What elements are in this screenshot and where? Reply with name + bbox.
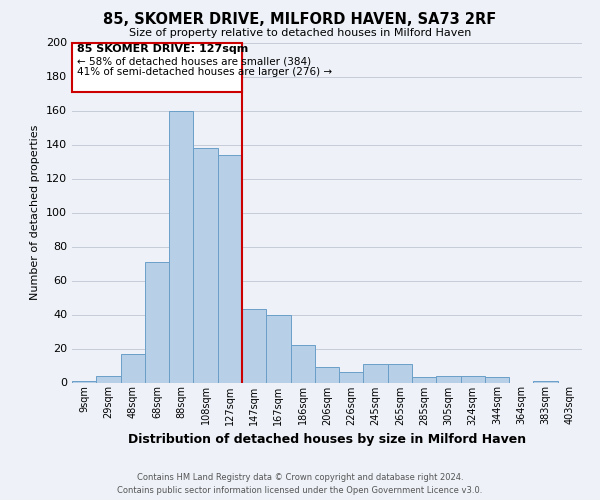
Bar xyxy=(72,381,96,382)
Bar xyxy=(121,354,145,382)
Bar xyxy=(364,364,388,382)
Bar xyxy=(436,376,461,382)
Bar xyxy=(96,376,121,382)
Text: ← 58% of detached houses are smaller (384): ← 58% of detached houses are smaller (38… xyxy=(77,56,311,66)
Y-axis label: Number of detached properties: Number of detached properties xyxy=(31,125,40,300)
Bar xyxy=(218,154,242,382)
Bar xyxy=(193,148,218,382)
Text: Contains HM Land Registry data © Crown copyright and database right 2024.
Contai: Contains HM Land Registry data © Crown c… xyxy=(118,473,482,495)
Bar xyxy=(412,378,436,382)
Bar xyxy=(388,364,412,382)
Bar xyxy=(533,381,558,382)
Bar xyxy=(461,376,485,382)
FancyBboxPatch shape xyxy=(73,42,242,92)
Bar xyxy=(266,314,290,382)
Text: 85, SKOMER DRIVE, MILFORD HAVEN, SA73 2RF: 85, SKOMER DRIVE, MILFORD HAVEN, SA73 2R… xyxy=(103,12,497,28)
Bar xyxy=(242,310,266,382)
X-axis label: Distribution of detached houses by size in Milford Haven: Distribution of detached houses by size … xyxy=(128,433,526,446)
Text: 85 SKOMER DRIVE: 127sqm: 85 SKOMER DRIVE: 127sqm xyxy=(77,44,248,54)
Bar xyxy=(315,367,339,382)
Text: Size of property relative to detached houses in Milford Haven: Size of property relative to detached ho… xyxy=(129,28,471,38)
Bar xyxy=(339,372,364,382)
Bar xyxy=(290,345,315,383)
Text: 41% of semi-detached houses are larger (276) →: 41% of semi-detached houses are larger (… xyxy=(77,67,332,77)
Bar xyxy=(169,110,193,382)
Bar xyxy=(485,378,509,382)
Bar xyxy=(145,262,169,382)
